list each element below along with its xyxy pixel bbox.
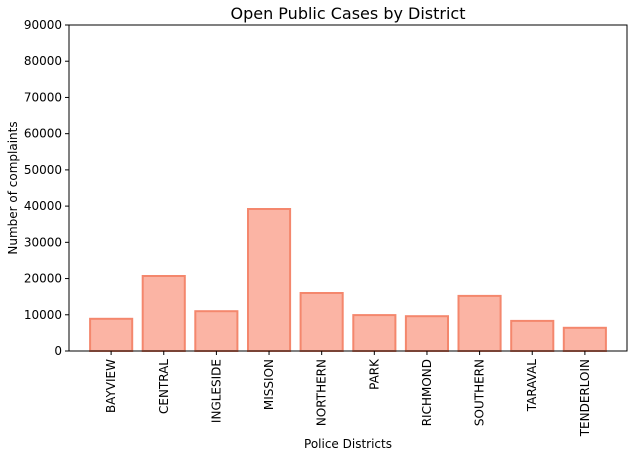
y-tick-label: 40000 xyxy=(24,199,62,213)
bar-bayview xyxy=(89,317,134,352)
bar-mission xyxy=(247,208,292,352)
bar-tenderloin xyxy=(562,326,607,352)
bar-central xyxy=(141,275,186,352)
y-tick-label: 90000 xyxy=(24,18,62,32)
x-tick-label: SOUTHERN xyxy=(473,359,487,426)
x-tick-label: RICHMOND xyxy=(420,359,434,426)
chart-title: Open Public Cases by District xyxy=(230,4,465,23)
y-tick-label: 0 xyxy=(54,344,62,358)
bar-taraval xyxy=(510,319,555,352)
y-axis: 0 10000 20000 30000 40000 50000 60000 70000 8000… xyxy=(24,18,69,358)
x-tick-label: TARAVAL xyxy=(525,359,539,413)
y-tick-label: 20000 xyxy=(24,272,62,286)
x-tick-label: MISSION xyxy=(262,359,276,410)
y-tick-label: 30000 xyxy=(24,235,62,249)
x-tick-label: NORTHERN xyxy=(315,359,329,426)
plot-frame xyxy=(68,24,628,352)
bar-park xyxy=(352,314,397,353)
bars-group xyxy=(89,208,607,353)
x-tick-label: BAYVIEW xyxy=(104,359,118,413)
x-tick-label: PARK xyxy=(367,358,381,390)
y-tick-label: 50000 xyxy=(24,163,62,177)
bar-ingleside xyxy=(194,310,239,353)
y-tick-label: 60000 xyxy=(24,127,62,141)
x-tick-label: TENDERLOIN xyxy=(578,359,592,437)
x-axis-label: Police Districts xyxy=(304,437,392,451)
bar-northern xyxy=(299,292,344,352)
y-axis-label: Number of complaints xyxy=(6,121,20,254)
bar-richmond xyxy=(404,315,449,353)
x-tick-label: INGLESIDE xyxy=(209,359,223,423)
y-tick-label: 70000 xyxy=(24,90,62,104)
x-tick-label: CENTRAL xyxy=(157,359,171,414)
y-tick-label: 10000 xyxy=(24,308,62,322)
x-axis: BAYVIEW CENTRAL INGLESIDE MISSION NORTHERN PA… xyxy=(104,351,592,437)
y-tick-label: 80000 xyxy=(24,54,62,68)
bar-southern xyxy=(457,294,502,352)
